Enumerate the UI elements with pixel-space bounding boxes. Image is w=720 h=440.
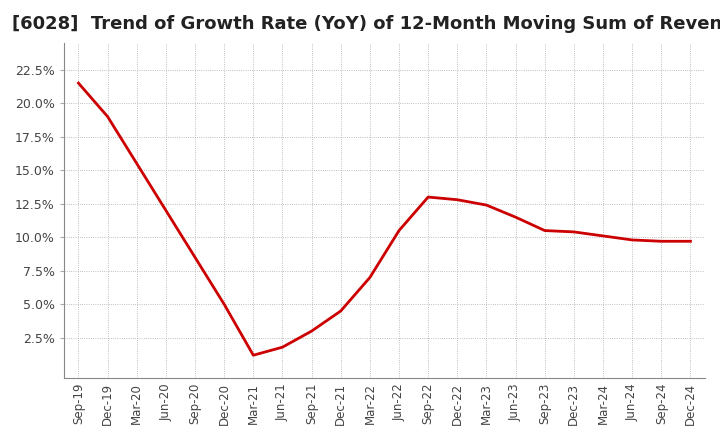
Title: [6028]  Trend of Growth Rate (YoY) of 12-Month Moving Sum of Revenues: [6028] Trend of Growth Rate (YoY) of 12-… xyxy=(12,15,720,33)
